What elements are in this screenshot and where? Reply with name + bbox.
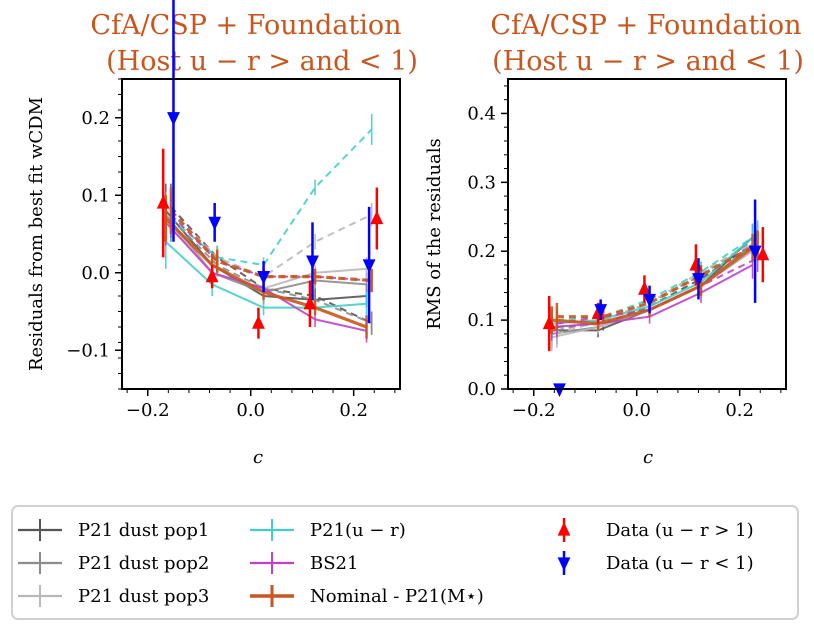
data_red-marker bbox=[205, 268, 219, 283]
data_blue-marker bbox=[208, 216, 222, 231]
x-tick-label: −0.2 bbox=[126, 400, 170, 421]
legend: P21 dust pop1 P21 dust pop2 P21 dust pop3 P… bbox=[11, 505, 799, 620]
panel-1-ticks: −0.2 0.0 0.2 −0.1 0.0 0.1 0.2 bbox=[66, 78, 396, 421]
y-tick-label: 0.3 bbox=[467, 172, 496, 193]
x-tick-label: 0.2 bbox=[339, 400, 368, 421]
legend-nominal-label: Nominal - P21(M⋆) bbox=[310, 586, 484, 607]
panel-1-series bbox=[164, 113, 373, 343]
panel-2-ylabel: RMS of the residuals bbox=[424, 138, 445, 330]
panel-2-xlabel: c bbox=[643, 447, 653, 468]
data_blue-marker bbox=[257, 271, 270, 285]
x-tick-label: 0.0 bbox=[622, 400, 651, 421]
legend-items: P21 dust pop1 P21 dust pop2 P21 dust pop3 P… bbox=[18, 518, 754, 607]
panel-1-title-line-1: CfA/CSP + Foundation bbox=[90, 10, 401, 41]
nominal-dashed-line bbox=[556, 242, 759, 319]
y-tick-label: 0.2 bbox=[81, 108, 110, 129]
panel-1-title-line-2: (Host u − r > and < 1) bbox=[106, 46, 418, 77]
data_red-marker bbox=[303, 295, 317, 310]
legend-pop2-label: P21 dust pop2 bbox=[78, 553, 209, 574]
data_red-marker bbox=[156, 195, 170, 209]
panel-1-ylabel: Residuals from best fit wCDM bbox=[26, 97, 47, 371]
panel-1-frame bbox=[121, 78, 401, 390]
legend-pop1-label: P21 dust pop1 bbox=[78, 520, 209, 541]
legend-bs21-label: BS21 bbox=[310, 553, 358, 574]
legend-data_red-marker bbox=[557, 522, 571, 536]
data_blue-marker bbox=[167, 112, 180, 126]
legend-data_red-label: Data (u − r > 1) bbox=[606, 520, 754, 541]
data_blue-marker bbox=[643, 293, 656, 308]
panel-rms: CfA/CSP + Foundation (Host u − r > and <… bbox=[424, 10, 804, 468]
y-tick-label: 0.0 bbox=[81, 263, 110, 284]
data_blue-marker bbox=[748, 245, 762, 260]
y-tick-label: −0.1 bbox=[66, 340, 110, 361]
panel-residuals: CfA/CSP + Foundation (Host u − r > and <… bbox=[26, 0, 418, 468]
panel-2-frame bbox=[507, 78, 787, 390]
legend-ur-label: P21(u − r) bbox=[310, 520, 406, 541]
bs21-dashed-line bbox=[556, 257, 759, 325]
data_red-marker bbox=[252, 315, 265, 329]
y-tick-label: 0.1 bbox=[467, 310, 496, 331]
panel-1-xlabel: c bbox=[253, 447, 263, 468]
data_blue-marker bbox=[692, 273, 705, 287]
x-tick-label: 0.0 bbox=[236, 400, 265, 421]
legend-data_blue-marker bbox=[557, 557, 571, 571]
x-tick-label: −0.2 bbox=[512, 400, 556, 421]
data_red-marker bbox=[638, 281, 651, 295]
legend-frame bbox=[11, 505, 799, 620]
panel-2-title-line-1: CfA/CSP + Foundation bbox=[490, 10, 801, 41]
panel-1-data-points bbox=[156, 0, 384, 339]
pop3-dashed-line bbox=[170, 210, 373, 278]
data_red-marker bbox=[542, 315, 556, 330]
y-tick-label: 0.1 bbox=[81, 185, 110, 206]
panel-2-series bbox=[550, 220, 759, 352]
legend-pop3-label: P21 dust pop3 bbox=[78, 586, 209, 607]
legend-data_blue-label: Data (u − r < 1) bbox=[606, 553, 754, 574]
y-tick-label: 0.2 bbox=[467, 241, 496, 262]
panel-2-title-line-2: (Host u − r > and < 1) bbox=[492, 46, 804, 77]
data_blue-marker bbox=[362, 259, 376, 273]
y-tick-label: 0.0 bbox=[467, 379, 496, 400]
data_blue-marker bbox=[553, 383, 566, 397]
panel-2-data-points bbox=[542, 199, 770, 397]
x-tick-label: 0.2 bbox=[725, 400, 754, 421]
y-tick-label: 0.4 bbox=[467, 103, 496, 124]
data_blue-marker bbox=[306, 255, 319, 270]
data_blue-marker bbox=[594, 304, 608, 318]
panel-2-ticks: −0.2 0.0 0.2 0.0 0.1 0.2 0.3 0.4 bbox=[467, 85, 782, 421]
data_red-marker bbox=[756, 246, 770, 261]
data_red-marker bbox=[370, 210, 384, 225]
